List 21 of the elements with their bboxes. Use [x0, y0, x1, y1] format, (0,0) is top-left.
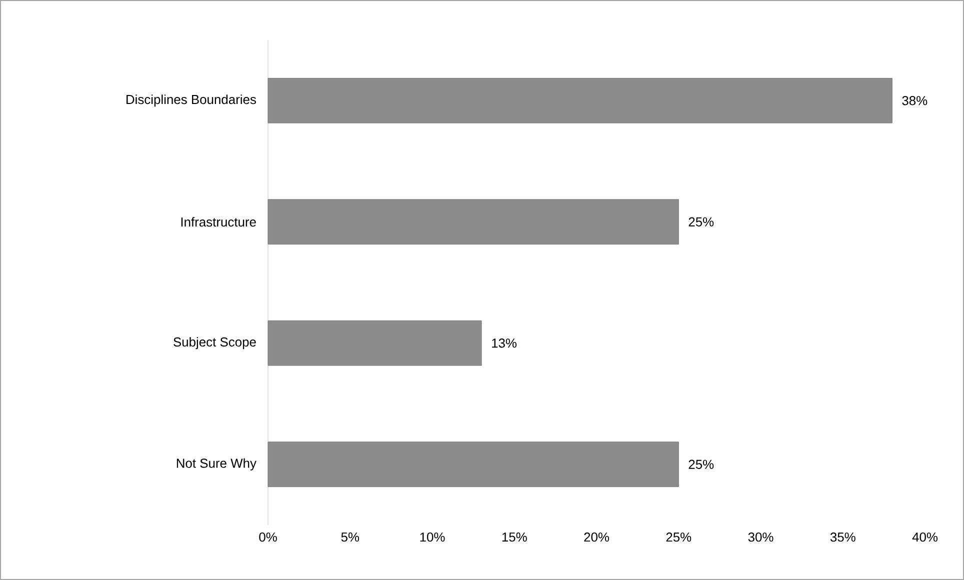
x-tick-label: 35%: [830, 532, 856, 542]
data-label: 25%: [688, 460, 714, 469]
bar: [268, 78, 892, 124]
x-tick-label: 0%: [259, 532, 277, 542]
y-tick-label: Infrastructure: [181, 217, 256, 227]
x-tick-label: 30%: [748, 532, 774, 542]
bar: [268, 199, 679, 244]
x-tick-label: 40%: [912, 532, 938, 542]
y-tick-label: Not Sure Why: [176, 458, 256, 470]
data-label: 13%: [492, 338, 517, 348]
x-tick-label: 5%: [341, 532, 360, 542]
y-tick-label: Disciplines Boundaries: [126, 94, 256, 107]
x-tick-label: 10%: [420, 532, 445, 542]
x-tick-label: 25%: [666, 532, 692, 542]
y-tick-label: Subject Scope: [174, 337, 256, 350]
x-tick-label: 20%: [584, 532, 610, 542]
bar: [268, 320, 482, 366]
data-label: 25%: [688, 217, 714, 226]
bar: [268, 442, 679, 487]
x-tick-label: 15%: [502, 532, 527, 542]
data-label: 38%: [902, 96, 928, 106]
